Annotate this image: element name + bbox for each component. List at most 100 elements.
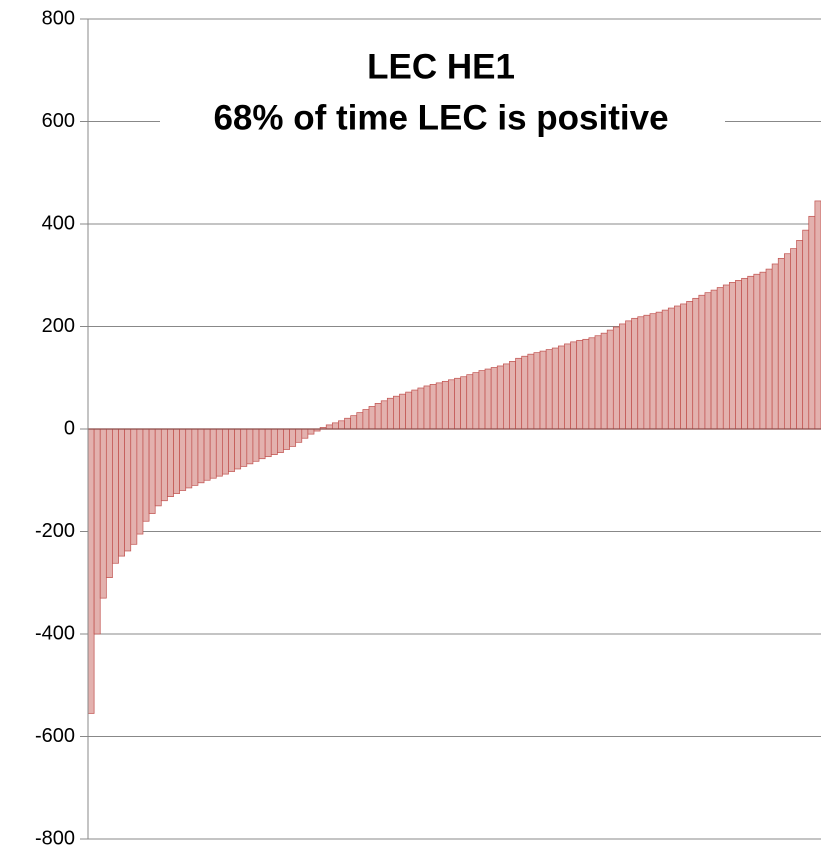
- bar: [112, 428, 119, 564]
- bar: [570, 341, 578, 430]
- bar: [331, 422, 339, 430]
- bar: [179, 428, 187, 491]
- bar: [136, 428, 144, 535]
- bar: [655, 311, 663, 430]
- y-tick-label: -400: [35, 622, 75, 644]
- bars: [87, 200, 821, 714]
- bar: [124, 428, 132, 552]
- y-tick-label: 600: [42, 110, 75, 132]
- bar: [802, 229, 810, 430]
- bar: [692, 297, 700, 430]
- bar: [735, 280, 742, 430]
- bar: [173, 428, 180, 494]
- bar: [105, 428, 113, 578]
- bar: [130, 428, 138, 545]
- bar: [344, 417, 352, 430]
- bar: [160, 428, 168, 502]
- bar: [142, 428, 150, 522]
- bar: [167, 428, 174, 498]
- chart-subtitle: 68% of time LEC is positive: [213, 98, 668, 137]
- bar: [356, 412, 364, 430]
- chart-title: LEC HE1: [367, 47, 515, 86]
- bar: [301, 428, 309, 439]
- bar: [197, 428, 205, 484]
- bar: [509, 361, 516, 430]
- bar: [277, 428, 284, 453]
- bar: [203, 428, 211, 481]
- bar: [325, 424, 333, 430]
- bar: [423, 385, 431, 430]
- bar: [441, 380, 449, 430]
- bar: [472, 372, 480, 430]
- bar: [576, 339, 584, 430]
- bar: [234, 428, 242, 470]
- bar: [674, 305, 681, 430]
- bar: [588, 337, 596, 430]
- y-tick-label: 400: [42, 212, 75, 234]
- bar: [771, 263, 779, 430]
- bar: [399, 393, 406, 430]
- bar: [747, 275, 755, 430]
- bar: [729, 282, 736, 430]
- bar: [93, 428, 101, 635]
- bar: [264, 428, 272, 458]
- y-tick-label: 200: [42, 315, 75, 337]
- bar: [295, 428, 303, 443]
- bar: [667, 307, 675, 430]
- bar: [765, 268, 773, 430]
- bar: [753, 273, 761, 430]
- bar: [521, 355, 529, 430]
- bar: [503, 363, 510, 430]
- bar: [741, 277, 749, 430]
- bar: [704, 292, 712, 430]
- bar: [710, 289, 718, 430]
- bar: [649, 313, 657, 430]
- bar: [154, 428, 162, 507]
- bar: [594, 335, 602, 430]
- bar: [417, 387, 425, 430]
- bar: [240, 428, 248, 467]
- bar: [551, 347, 559, 430]
- bar: [454, 377, 461, 430]
- bar: [393, 395, 400, 430]
- bar: [386, 397, 394, 430]
- bar: [582, 338, 590, 430]
- bar: [350, 415, 358, 430]
- bar: [380, 400, 388, 430]
- bar: [783, 253, 791, 430]
- axes: -800 -600 -400 -200 0 200 400 600 800: [35, 7, 821, 849]
- bar: [619, 323, 626, 430]
- bar: [625, 320, 632, 430]
- bar: [222, 428, 229, 475]
- y-tick-label: -600: [35, 725, 75, 747]
- bar: [466, 374, 474, 430]
- y-tick-label: -200: [35, 520, 75, 542]
- bar: [600, 332, 608, 430]
- title-background: [160, 96, 725, 142]
- bar: [606, 329, 614, 430]
- bar: [215, 428, 223, 477]
- bar: [796, 240, 804, 430]
- bar: [484, 368, 492, 430]
- bar: [637, 316, 645, 430]
- bar: [612, 326, 620, 430]
- bar: [564, 343, 571, 430]
- bar: [191, 428, 199, 486]
- bar: [228, 428, 235, 472]
- bar: [435, 382, 443, 430]
- bar: [527, 353, 535, 430]
- bar: [643, 314, 651, 430]
- bar: [118, 428, 125, 557]
- bar: [411, 389, 419, 430]
- bar: [87, 428, 95, 714]
- bar: [686, 301, 694, 430]
- y-tick-label: 800: [42, 7, 75, 29]
- bar: [368, 406, 376, 430]
- bar: [307, 428, 315, 435]
- y-tick-label: -800: [35, 827, 75, 849]
- bar: [557, 345, 565, 430]
- bar: [460, 376, 468, 430]
- bar: [790, 248, 797, 430]
- bar: [429, 384, 437, 430]
- bar: [338, 420, 345, 430]
